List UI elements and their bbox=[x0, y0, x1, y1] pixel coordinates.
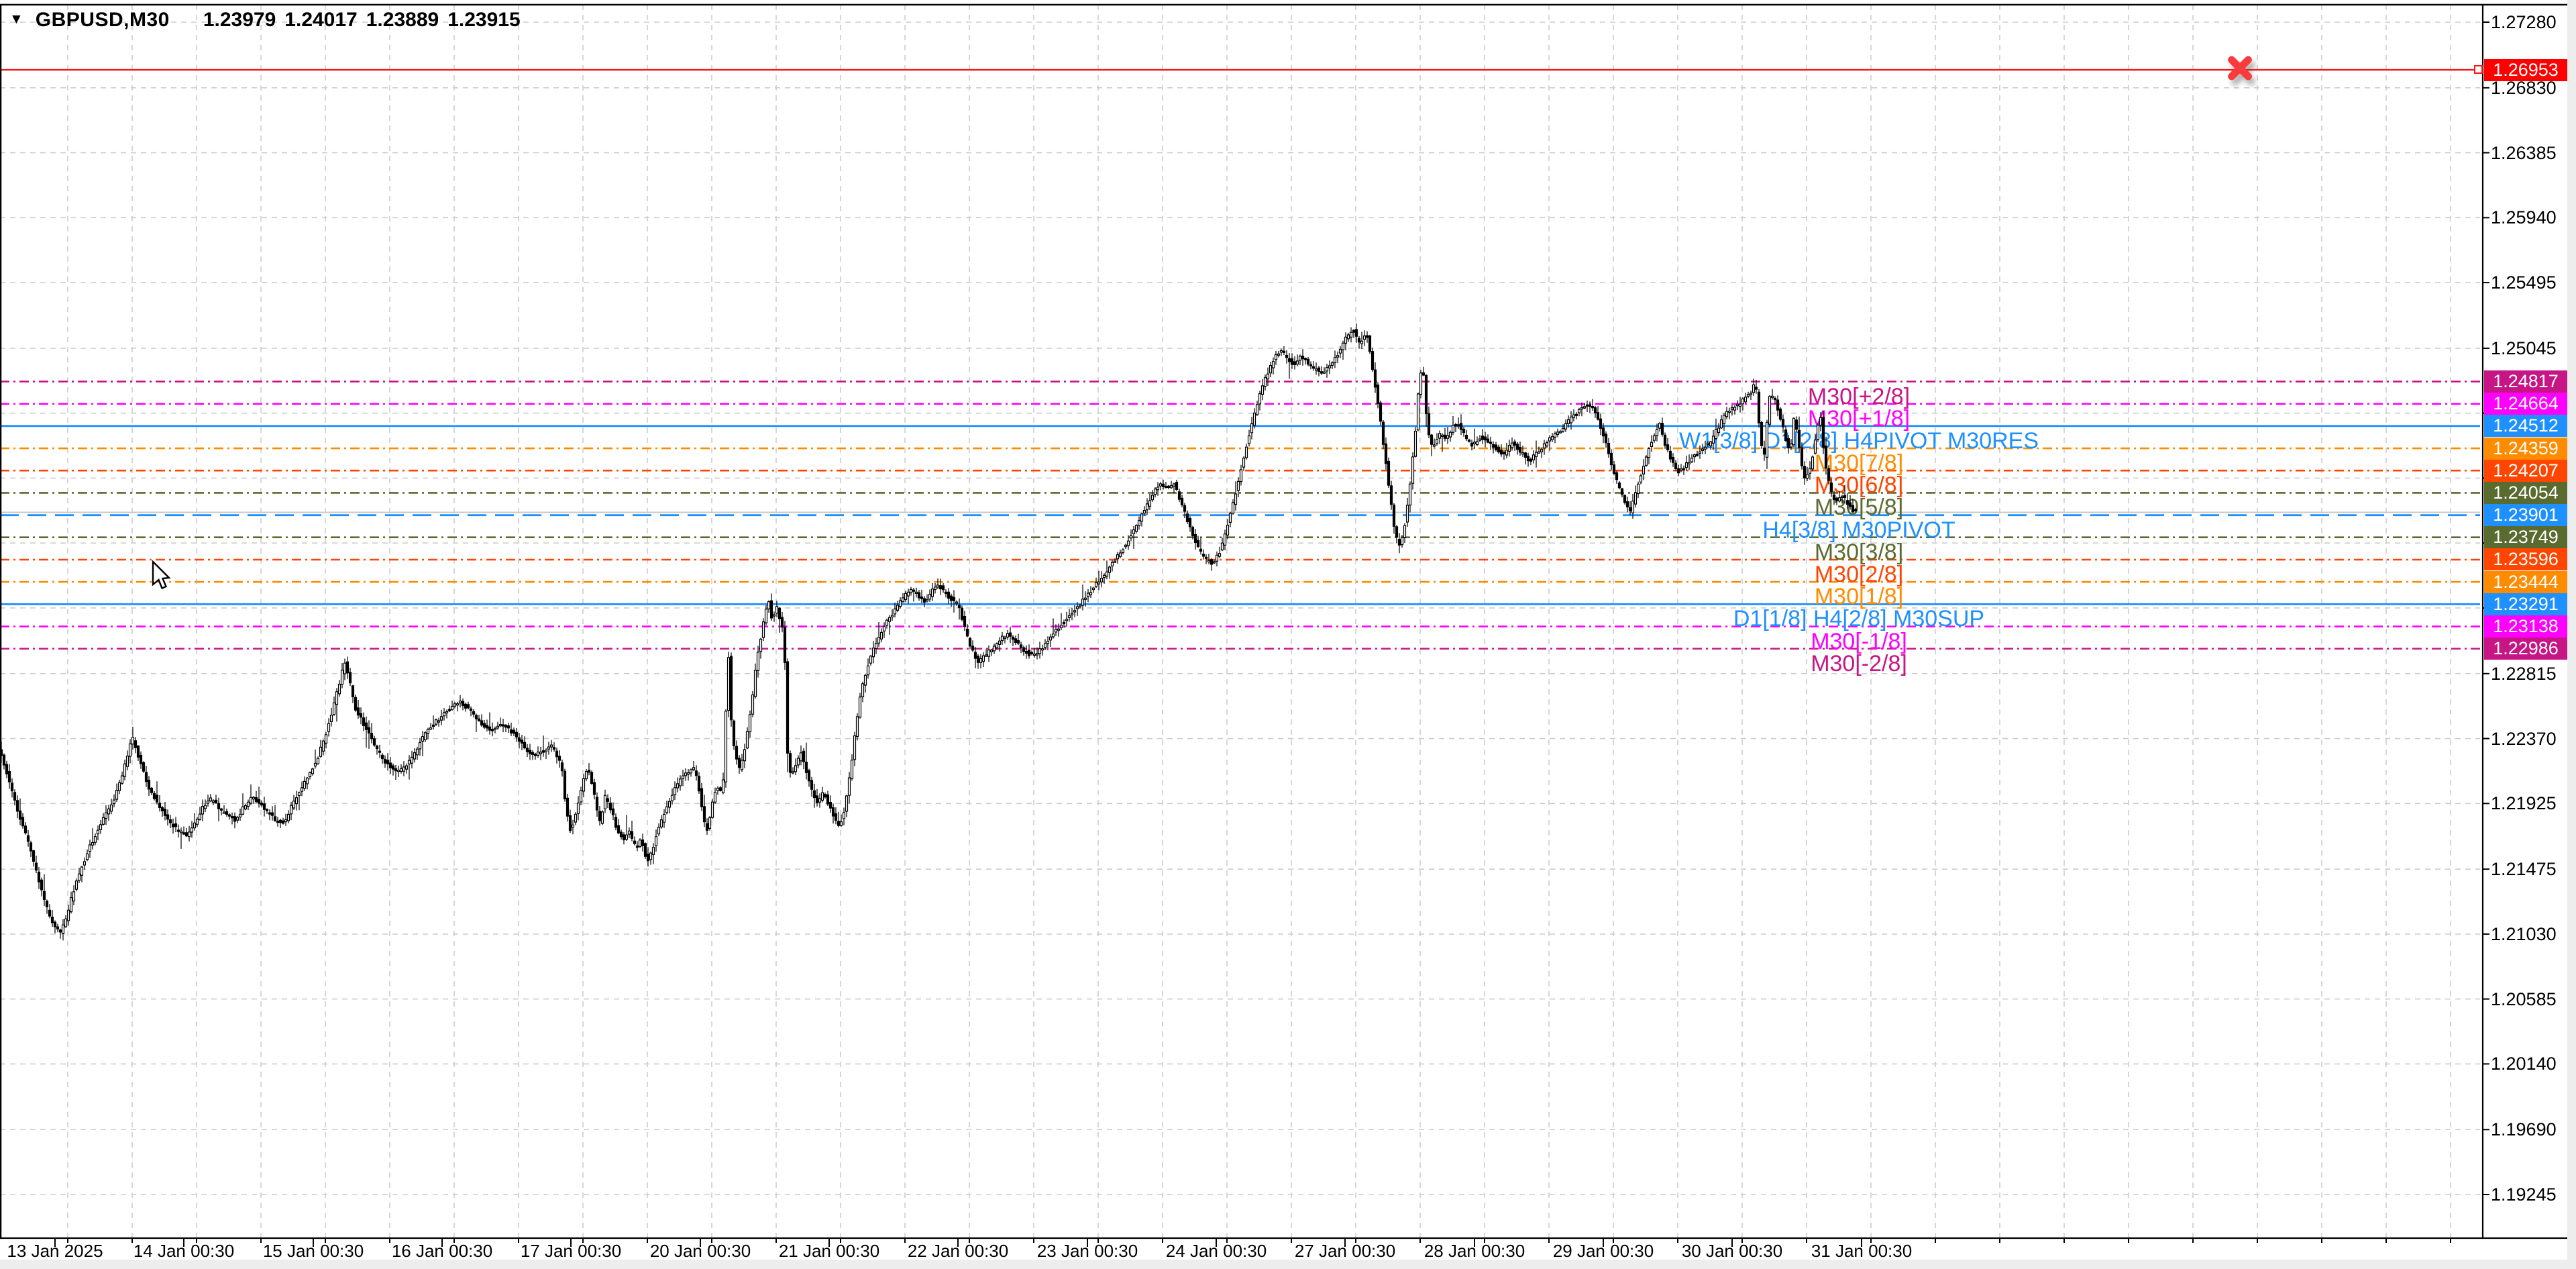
time-tick-label: 27 Jan 00:30 bbox=[1294, 1241, 1396, 1261]
price-badge-1.22986: 1.22986 bbox=[2484, 638, 2567, 660]
level-label-M30[3/8][interactable]: M30[3/8] bbox=[1814, 539, 1904, 565]
price-tick-label-1.25045: 1.25045 bbox=[2491, 338, 2557, 358]
price-badge-1.24359: 1.24359 bbox=[2484, 437, 2567, 460]
price-badge-1.26953: 1.26953 bbox=[2484, 58, 2567, 81]
level-label-M30[5/8][interactable]: M30[5/8] bbox=[1814, 495, 1904, 521]
time-tick-label: 31 Jan 00:30 bbox=[1811, 1241, 1913, 1261]
chart-dropdown-icon[interactable]: ▼ bbox=[9, 11, 23, 27]
price-tick-label-1.21030: 1.21030 bbox=[2491, 923, 2557, 944]
time-tick-label: 14 Jan 00:30 bbox=[133, 1241, 235, 1261]
price-badge-1.24054: 1.24054 bbox=[2484, 481, 2567, 504]
price-badge-1.23596: 1.23596 bbox=[2484, 548, 2567, 571]
time-tick-label: 16 Jan 00:30 bbox=[391, 1241, 493, 1261]
time-tick-label: 22 Jan 00:30 bbox=[907, 1241, 1009, 1261]
candle-wicks bbox=[1, 323, 1856, 941]
price-badge-1.23749: 1.23749 bbox=[2484, 526, 2567, 549]
bear-candles bbox=[0, 329, 1858, 933]
price-badge-1.23291: 1.23291 bbox=[2484, 593, 2567, 615]
ohlc-close-value: 1.23915 bbox=[447, 9, 521, 31]
price-tick-label-1.27280: 1.27280 bbox=[2491, 12, 2557, 32]
price-tick-label-1.20140: 1.20140 bbox=[2491, 1054, 2557, 1074]
level-label-M30[-1/8][interactable]: M30[-1/8] bbox=[1811, 628, 1907, 654]
price-badge-1.24512: 1.24512 bbox=[2484, 415, 2567, 438]
red-line-handle[interactable] bbox=[2474, 65, 2483, 74]
time-tick-label: 15 Jan 00:30 bbox=[262, 1241, 364, 1261]
price-tick-label-1.21925: 1.21925 bbox=[2491, 793, 2557, 814]
level-label-D1[1/8] H4[2/8] M30SUP[interactable]: D1[1/8] H4[2/8] M30SUP bbox=[1733, 606, 1985, 632]
price-badge-1.23138: 1.23138 bbox=[2484, 615, 2567, 638]
level-label-W1[3/8] D1[2/8] H4PIVOT M30RES[interactable]: W1[3/8] D1[2/8] H4PIVOT M30RES bbox=[1678, 427, 2039, 454]
price-badge-1.24207: 1.24207 bbox=[2484, 459, 2567, 482]
time-tick-label: 21 Jan 00:30 bbox=[778, 1241, 880, 1261]
ohlc-open-value: 1.23979 bbox=[203, 9, 276, 31]
level-label-M30[-2/8][interactable]: M30[-2/8] bbox=[1811, 650, 1907, 676]
price-tick-label-1.19245: 1.19245 bbox=[2491, 1184, 2557, 1205]
price-tick-label-1.21475: 1.21475 bbox=[2491, 859, 2557, 880]
symbol-period-label: GBPUSD,M30 bbox=[35, 9, 170, 31]
price-tick-label-1.25495: 1.25495 bbox=[2491, 272, 2557, 293]
level-label-M30[2/8][interactable]: M30[2/8] bbox=[1814, 561, 1904, 587]
time-tick-label: 30 Jan 00:30 bbox=[1681, 1241, 1783, 1261]
time-tick-label: 20 Jan 00:30 bbox=[649, 1241, 751, 1261]
price-tick-label-1.26830: 1.26830 bbox=[2491, 77, 2557, 98]
price-tick-label-1.26385: 1.26385 bbox=[2491, 142, 2557, 163]
price-tick-label-1.22815: 1.22815 bbox=[2491, 663, 2557, 684]
price-badge-1.23444: 1.23444 bbox=[2484, 570, 2567, 593]
ohlc-low-value: 1.23889 bbox=[366, 9, 439, 31]
delete-x-marker-icon[interactable] bbox=[2224, 52, 2256, 84]
time-tick-label: 29 Jan 00:30 bbox=[1552, 1241, 1654, 1261]
level-label-H4[3/8] M30PIVOT[interactable]: H4[3/8] M30PIVOT bbox=[1762, 517, 1955, 543]
time-tick-label: 17 Jan 00:30 bbox=[520, 1241, 622, 1261]
ohlc-high-value: 1.24017 bbox=[284, 9, 358, 31]
mouse-cursor-icon bbox=[152, 560, 171, 590]
price-tick-label-1.25940: 1.25940 bbox=[2491, 207, 2557, 228]
price-badge-1.24817: 1.24817 bbox=[2484, 370, 2567, 393]
time-tick-label: 24 Jan 00:30 bbox=[1165, 1241, 1267, 1261]
time-tick-label: 13 Jan 2025 bbox=[7, 1241, 103, 1261]
price-tick-label-1.20585: 1.20585 bbox=[2491, 988, 2557, 1009]
price-tick-label-1.22370: 1.22370 bbox=[2491, 728, 2557, 749]
bull-candles bbox=[61, 332, 1844, 934]
level-label-M30[1/8][interactable]: M30[1/8] bbox=[1814, 584, 1904, 610]
level-label-M30[+1/8][interactable]: M30[+1/8] bbox=[1807, 405, 1911, 432]
time-tick-label: 23 Jan 00:30 bbox=[1036, 1241, 1138, 1261]
price-tick-label-1.19690: 1.19690 bbox=[2491, 1119, 2557, 1140]
price-badge-1.24664: 1.24664 bbox=[2484, 393, 2567, 415]
level-label-M30[+2/8][interactable]: M30[+2/8] bbox=[1807, 383, 1911, 409]
time-tick-label: 28 Jan 00:30 bbox=[1424, 1241, 1525, 1261]
price-badge-1.23901: 1.23901 bbox=[2484, 504, 2567, 527]
chart-title-row: ▼ GBPUSD,M30 1.23979 1.24017 1.23889 1.2… bbox=[9, 9, 521, 32]
